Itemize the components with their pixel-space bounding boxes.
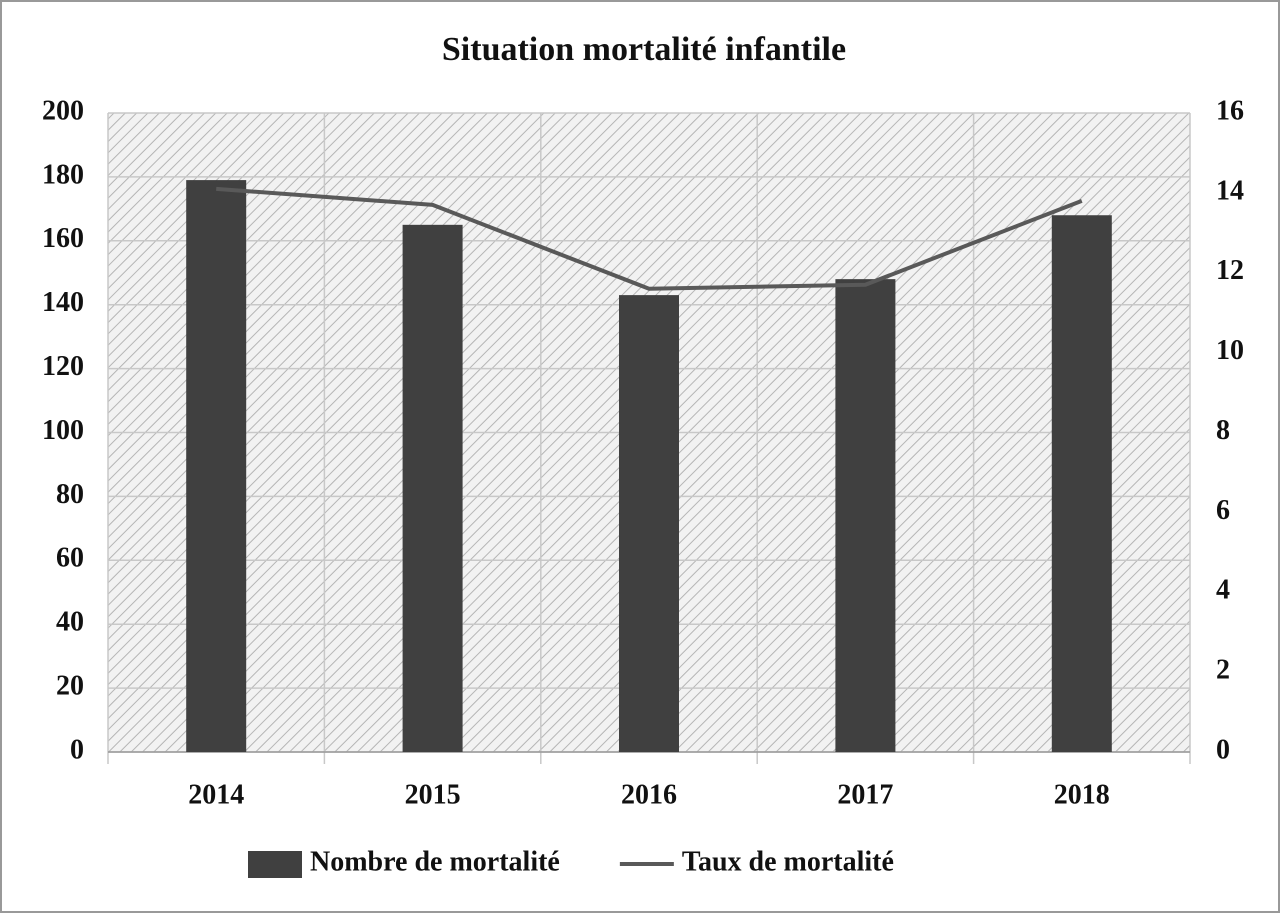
y2-tick-label: 12 bbox=[1216, 255, 1244, 286]
bar bbox=[186, 180, 247, 753]
x-tick-label: 2017 bbox=[837, 779, 893, 810]
y2-tick-label: 2 bbox=[1216, 655, 1230, 686]
y-tick-label: 140 bbox=[42, 287, 84, 318]
x-tick-label: 2016 bbox=[621, 779, 677, 810]
y-tick-label: 180 bbox=[42, 159, 84, 190]
y-tick-label: 200 bbox=[42, 95, 84, 126]
y-tick-label: 40 bbox=[56, 607, 84, 638]
y-tick-label: 0 bbox=[70, 734, 84, 765]
legend-label: Nombre de mortalité bbox=[310, 846, 560, 877]
bar bbox=[1051, 215, 1112, 753]
bar bbox=[619, 295, 679, 752]
y2-tick-label: 8 bbox=[1216, 415, 1230, 446]
y2-tick-label: 10 bbox=[1216, 335, 1244, 366]
y2-tick-label: 14 bbox=[1216, 175, 1244, 206]
legend-label: Taux de mortalité bbox=[682, 846, 894, 877]
x-tick-label: 2015 bbox=[405, 779, 461, 810]
y-tick-label: 120 bbox=[42, 351, 84, 382]
y-tick-label: 20 bbox=[56, 671, 84, 702]
y2-tick-label: 16 bbox=[1216, 95, 1244, 126]
line bbox=[216, 186, 1083, 291]
chart-title: Situation mortalité infantile bbox=[442, 31, 846, 68]
y-tick-label: 60 bbox=[56, 543, 84, 574]
y2-tick-label: 0 bbox=[1216, 734, 1230, 765]
y2-tick-label: 4 bbox=[1216, 575, 1230, 606]
legend-swatch bbox=[248, 851, 302, 878]
y-tick-label: 100 bbox=[42, 415, 84, 446]
bar bbox=[835, 279, 896, 752]
y-tick-label: 80 bbox=[56, 479, 84, 510]
bar bbox=[402, 224, 463, 752]
x-tick-label: 2014 bbox=[188, 779, 244, 810]
y2-tick-label: 6 bbox=[1216, 495, 1230, 526]
y-tick-label: 160 bbox=[42, 223, 84, 254]
x-tick-label: 2018 bbox=[1054, 779, 1110, 810]
